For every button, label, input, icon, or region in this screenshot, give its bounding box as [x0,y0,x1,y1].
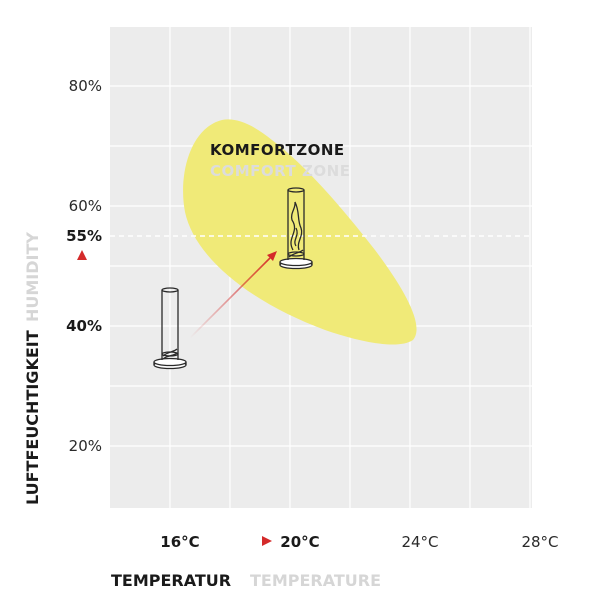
comfort-zone [183,119,417,345]
y-tick-label: 60% [69,197,102,215]
x-axis-label: TEMPERATUR [111,571,231,590]
change-arrow-head-icon [267,251,277,261]
change-arrow-line [189,257,271,339]
x-tick-label: 16°C [160,533,199,551]
zone-label-en: COMFORT ZONE [210,162,350,180]
humidity-arrow-head-icon [77,250,87,260]
glass-burner-before-icon [153,287,187,370]
y-tick-label: 80% [69,77,102,95]
y-tick-label: 20% [69,437,102,455]
x-tick-labels: 16°C 20°C 24°C 28°C [160,533,558,551]
x-axis-label-en: TEMPERATURE [250,571,381,590]
x-tick-label: 28°C [521,533,558,551]
glass-burner-flame-icon [279,187,313,270]
y-tick-labels: 80% 60% 55% 40% 20% [66,77,102,455]
y-tick-label: 55% [66,227,102,245]
y-axis-label-en: HUMIDITY [23,232,42,322]
zone-label: KOMFORTZONE [210,141,345,159]
y-axis-label: LUFTFEUCHTIGKEIT [23,330,42,505]
temperature-arrow-head-icon [262,536,272,546]
x-tick-label: 24°C [401,533,438,551]
x-tick-label: 20°C [280,533,319,551]
y-tick-label: 40% [66,317,102,335]
